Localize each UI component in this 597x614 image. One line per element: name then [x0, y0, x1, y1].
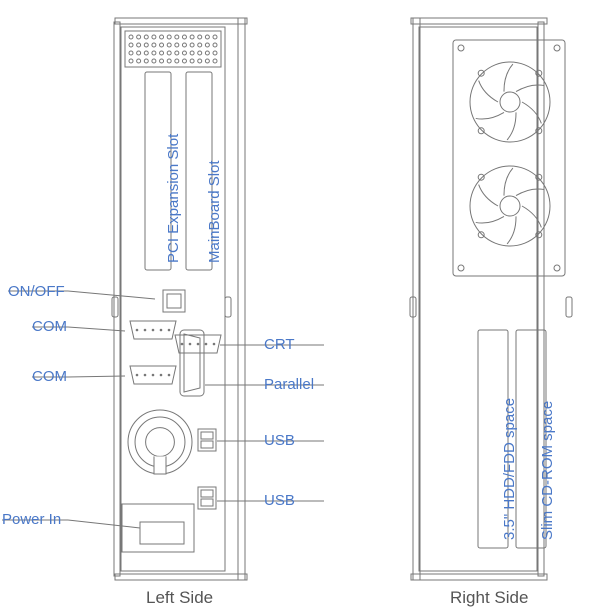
- callout-onoff: ON/OFF: [8, 283, 65, 300]
- callout-com-1: COM: [32, 318, 67, 335]
- callout-usb-2: USB: [264, 492, 295, 509]
- callout-usb-1: USB: [264, 432, 295, 449]
- diagram-canvas: PCI Expansion Slot MainBoard Slot 3.5" H…: [0, 0, 597, 614]
- callout-crt: CRT: [264, 336, 295, 353]
- mainboard-slot-label: MainBoard Slot: [206, 160, 223, 263]
- callout-powerin: Power In: [2, 511, 61, 528]
- hdd-space-label: 3.5" HDD/FDD space: [501, 398, 518, 540]
- callout-parallel: Parallel: [264, 376, 314, 393]
- caption-right: Right Side: [450, 588, 528, 608]
- pci-slot-label: PCI Expansion Slot: [165, 134, 182, 263]
- cd-space-label: Slim CD-ROM space: [539, 401, 556, 540]
- callout-com-2: COM: [32, 368, 67, 385]
- caption-left: Left Side: [146, 588, 213, 608]
